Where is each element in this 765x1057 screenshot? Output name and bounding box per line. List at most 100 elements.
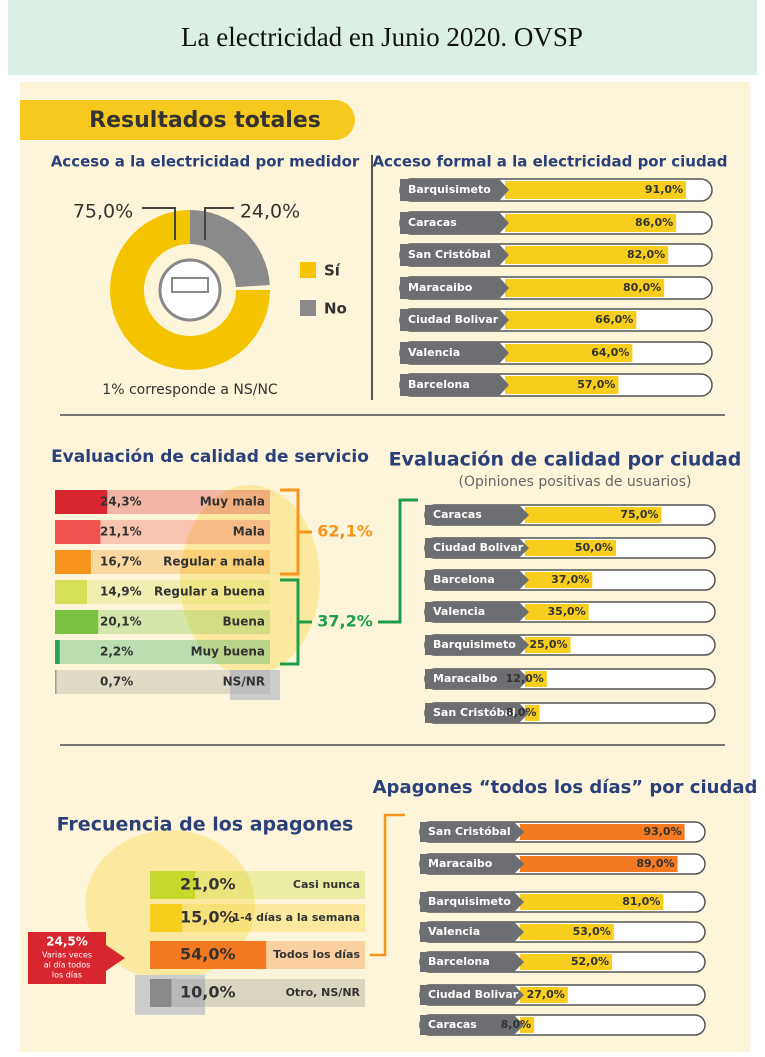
callout-box xyxy=(28,932,106,984)
value-label: 35,0% xyxy=(548,605,586,618)
category-label: Muy buena xyxy=(191,645,265,659)
header-title: La electricidad en Junio 2020. OVSP xyxy=(181,22,583,52)
category-label: 1-4 días a la semana xyxy=(232,911,360,924)
bar-label-box xyxy=(420,952,524,972)
bar xyxy=(525,705,540,721)
bar xyxy=(150,871,196,899)
bar-label-box xyxy=(425,538,529,558)
bar xyxy=(150,979,172,1007)
bar-track xyxy=(55,580,270,604)
category-label: Valencia xyxy=(428,925,480,938)
bar xyxy=(525,572,593,588)
bar-label-box xyxy=(425,635,529,655)
banner xyxy=(20,100,355,140)
connector xyxy=(378,498,418,624)
group-label: 37,2% xyxy=(317,612,373,631)
value-label: 25,0% xyxy=(529,638,567,651)
category-label: Barquisimeto xyxy=(408,183,491,196)
category-label: San Cristóbal xyxy=(408,248,491,261)
chart-title: Acceso formal a la electricidad por ciud… xyxy=(372,153,727,171)
bar-label-box xyxy=(420,892,524,912)
value-label: 0,7% xyxy=(100,675,133,689)
category-label: Barcelona xyxy=(433,573,495,586)
bulb-icon xyxy=(180,485,320,675)
bar-label-box xyxy=(420,922,524,942)
bar-track xyxy=(55,670,270,694)
value-label: 16,7% xyxy=(100,555,142,569)
bar-label-box xyxy=(400,374,509,396)
chart-title: Evaluación de calidad por ciudad xyxy=(389,449,742,471)
legend-label: No xyxy=(324,300,347,318)
bar xyxy=(525,671,547,687)
bar xyxy=(505,376,619,394)
category-label: Ciudad Bolivar xyxy=(408,313,499,326)
donut-slice xyxy=(190,210,270,288)
bracket xyxy=(280,578,312,666)
bar xyxy=(520,924,614,940)
bar xyxy=(505,344,633,362)
value-label: 10,0% xyxy=(180,983,236,1002)
value-label: 24,3% xyxy=(100,495,142,509)
bar xyxy=(505,181,687,199)
value-label: 80,0% xyxy=(623,281,661,294)
bar xyxy=(505,214,677,232)
value-label: 15,0% xyxy=(180,908,236,927)
category-label: Valencia xyxy=(408,346,460,359)
bar xyxy=(520,824,685,840)
bar xyxy=(150,904,183,932)
bar-label-box xyxy=(420,985,524,1005)
chart-title: Acceso a la electricidad por medidor xyxy=(51,153,360,171)
value-label: 75,0% xyxy=(73,201,133,223)
bar xyxy=(525,604,589,620)
value-label: 53,0% xyxy=(573,925,611,938)
value-label: 91,0% xyxy=(645,183,683,196)
callout-text: al día todos xyxy=(44,961,91,970)
bar-label-box xyxy=(425,505,529,525)
bar xyxy=(520,954,613,970)
bar-label-box xyxy=(425,570,529,590)
value-label: 2,2% xyxy=(100,645,133,659)
value-label: 50,0% xyxy=(575,541,613,554)
legend-label: Sí xyxy=(324,262,341,280)
bracket xyxy=(280,488,312,576)
value-label: 37,0% xyxy=(551,573,589,586)
legend-swatch xyxy=(300,300,316,316)
donut-slice xyxy=(110,210,270,370)
bar xyxy=(525,540,616,556)
bar-label-box xyxy=(420,854,524,874)
banner-text: Resultados totales xyxy=(89,108,321,133)
category-label: San Cristóbal xyxy=(428,825,511,838)
value-label: 21,1% xyxy=(100,525,142,539)
category-label: San Cristóbal xyxy=(433,706,516,719)
category-label: Todos los días xyxy=(273,948,360,961)
value-label: 81,0% xyxy=(622,895,660,908)
bar-label-box xyxy=(425,669,529,689)
value-label: 64,0% xyxy=(591,346,629,359)
bar-label-box xyxy=(400,309,509,331)
category-label: Barquisimeto xyxy=(433,638,516,651)
value-label: 82,0% xyxy=(627,248,665,261)
chart-subtitle: (Opiniones positivas de usuarios) xyxy=(459,474,692,490)
category-label: Maracaibo xyxy=(408,281,473,294)
group-label: 62,1% xyxy=(317,522,373,541)
bar-label-box xyxy=(400,342,509,364)
note: 1% corresponde a NS/NC xyxy=(102,382,278,398)
category-label: Otro, NS/NR xyxy=(286,986,361,999)
bar-label-box xyxy=(425,602,529,622)
bar xyxy=(525,507,662,523)
category-label: Barquisimeto xyxy=(428,895,511,908)
bar-label-box xyxy=(420,822,524,842)
bar-label-box xyxy=(400,212,509,234)
bar xyxy=(55,520,101,544)
bar-track xyxy=(150,979,365,1007)
value-label: 86,0% xyxy=(635,216,673,229)
category-label: Valencia xyxy=(433,605,485,618)
value-label: 75,0% xyxy=(620,508,658,521)
value-label: 21,0% xyxy=(180,875,236,894)
callout-arrow xyxy=(142,207,176,240)
category-label: Mala xyxy=(233,525,265,539)
bar xyxy=(520,894,664,910)
bar xyxy=(55,490,108,514)
